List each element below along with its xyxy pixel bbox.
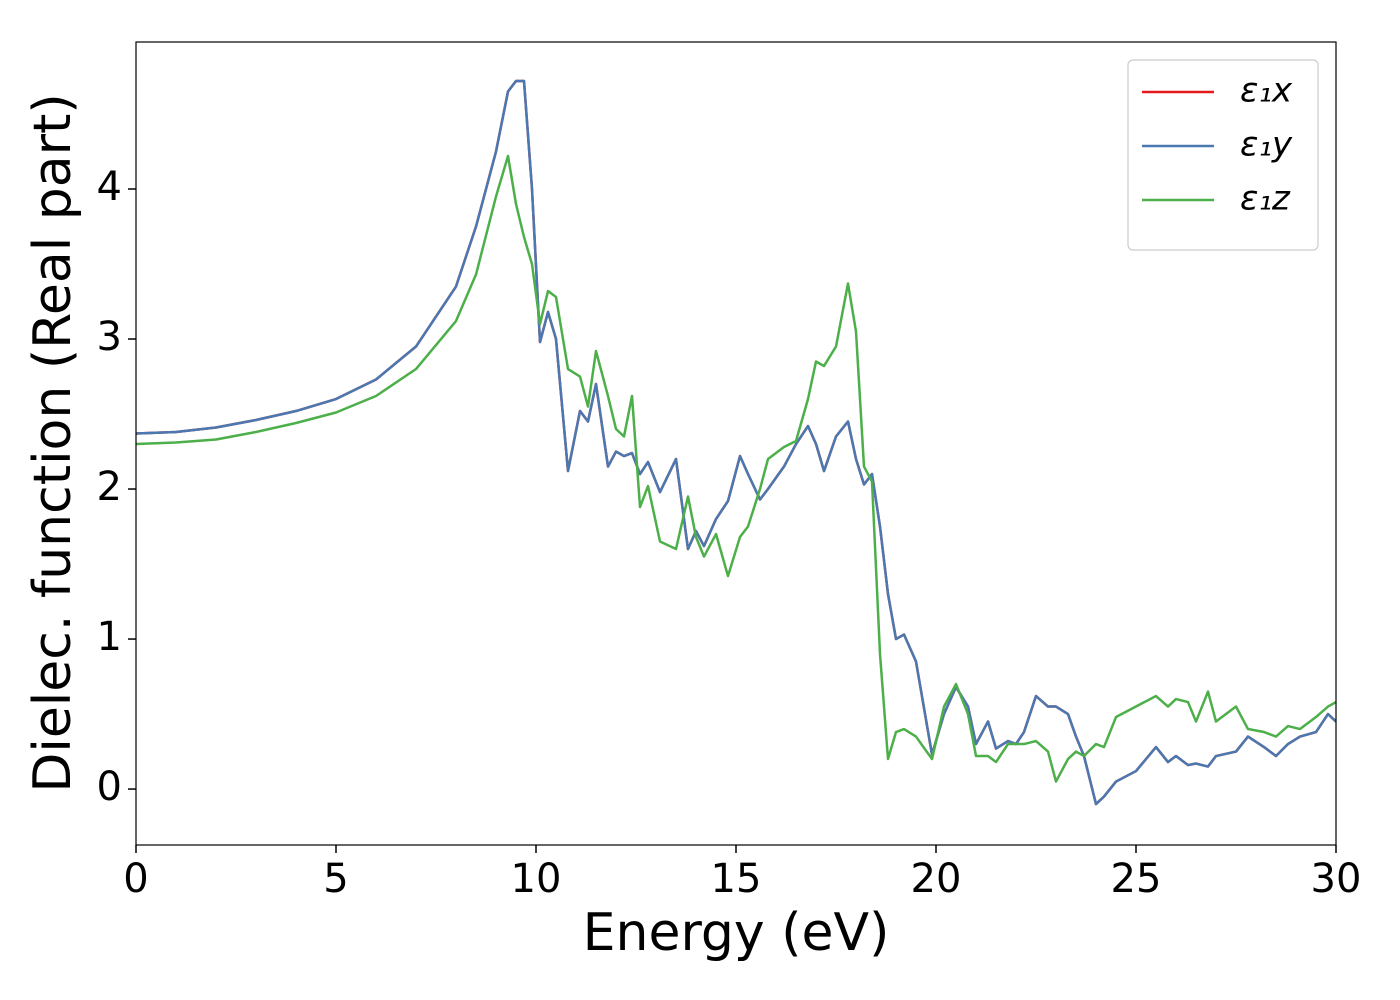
legend-label: ε₁z: [1240, 179, 1291, 219]
legend-box: [1127, 59, 1319, 251]
y-tick-label: 3: [97, 314, 122, 360]
x-tick-label: 15: [711, 856, 762, 902]
x-tick-label: 5: [323, 856, 348, 902]
y-axis-label: Dielec. function (Real part): [23, 93, 83, 792]
x-tick-label: 30: [1311, 856, 1362, 902]
plot-frame: [135, 41, 1337, 846]
y-tick-label: 0: [97, 764, 122, 810]
series-line: [136, 154, 1336, 783]
y-tick-label: 1: [97, 614, 122, 660]
x-tick-label: 25: [1111, 856, 1162, 902]
legend-label: ε₁y: [1240, 125, 1293, 165]
x-tick-label: 20: [911, 856, 962, 902]
x-tick-label: 0: [123, 856, 148, 902]
y-tick-label: 2: [97, 464, 122, 510]
x-axis-label: Energy (eV): [583, 903, 890, 963]
x-tick-label: 10: [511, 856, 562, 902]
legend-label: ε₁x: [1240, 71, 1293, 111]
y-tick-label: 4: [97, 164, 122, 210]
